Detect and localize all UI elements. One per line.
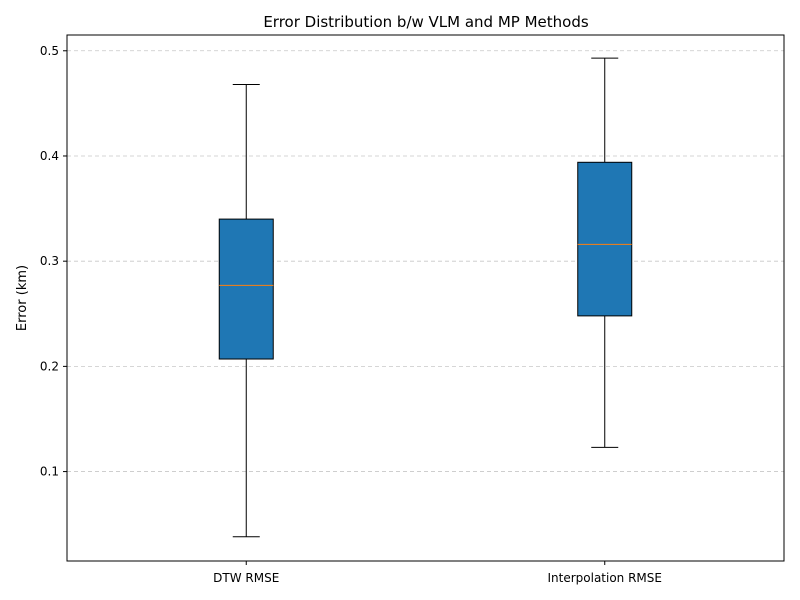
- x-tick-label: Interpolation RMSE: [547, 571, 662, 585]
- chart-title: Error Distribution b/w VLM and MP Method…: [263, 13, 589, 31]
- iqr-box: [577, 161, 633, 317]
- box-group: [577, 57, 633, 448]
- y-tick-label: 0.2: [40, 359, 59, 373]
- y-axis-label: Error (km): [15, 265, 30, 331]
- plot-frame: [66, 34, 785, 562]
- y-tick-label: 0.3: [40, 254, 59, 268]
- x-tick-label: DTW RMSE: [213, 571, 279, 585]
- y-tick-label: 0.1: [40, 465, 59, 479]
- iqr-box: [218, 218, 274, 360]
- y-tick-label: 0.5: [40, 44, 59, 58]
- y-tick-label: 0.4: [40, 149, 59, 163]
- box-group: [218, 83, 274, 538]
